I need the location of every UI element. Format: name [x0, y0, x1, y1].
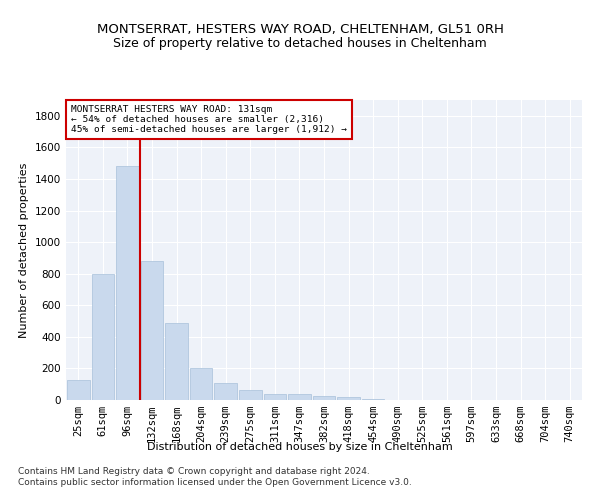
Text: Distribution of detached houses by size in Cheltenham: Distribution of detached houses by size … — [147, 442, 453, 452]
Bar — [239, 390, 262, 400]
Bar — [214, 384, 237, 400]
Text: MONTSERRAT, HESTERS WAY ROAD, CHELTENHAM, GL51 0RH: MONTSERRAT, HESTERS WAY ROAD, CHELTENHAM… — [97, 22, 503, 36]
Bar — [263, 394, 286, 400]
Bar — [165, 322, 188, 400]
Bar — [313, 396, 335, 400]
Bar — [116, 166, 139, 400]
Bar — [67, 380, 89, 400]
Bar — [140, 261, 163, 400]
Bar — [337, 397, 360, 400]
Text: MONTSERRAT HESTERS WAY ROAD: 131sqm
← 54% of detached houses are smaller (2,316): MONTSERRAT HESTERS WAY ROAD: 131sqm ← 54… — [71, 104, 347, 134]
Bar — [190, 368, 212, 400]
Text: Contains HM Land Registry data © Crown copyright and database right 2024.
Contai: Contains HM Land Registry data © Crown c… — [18, 468, 412, 487]
Bar — [288, 394, 311, 400]
Bar — [92, 274, 114, 400]
Text: Size of property relative to detached houses in Cheltenham: Size of property relative to detached ho… — [113, 38, 487, 51]
Y-axis label: Number of detached properties: Number of detached properties — [19, 162, 29, 338]
Bar — [362, 399, 385, 400]
